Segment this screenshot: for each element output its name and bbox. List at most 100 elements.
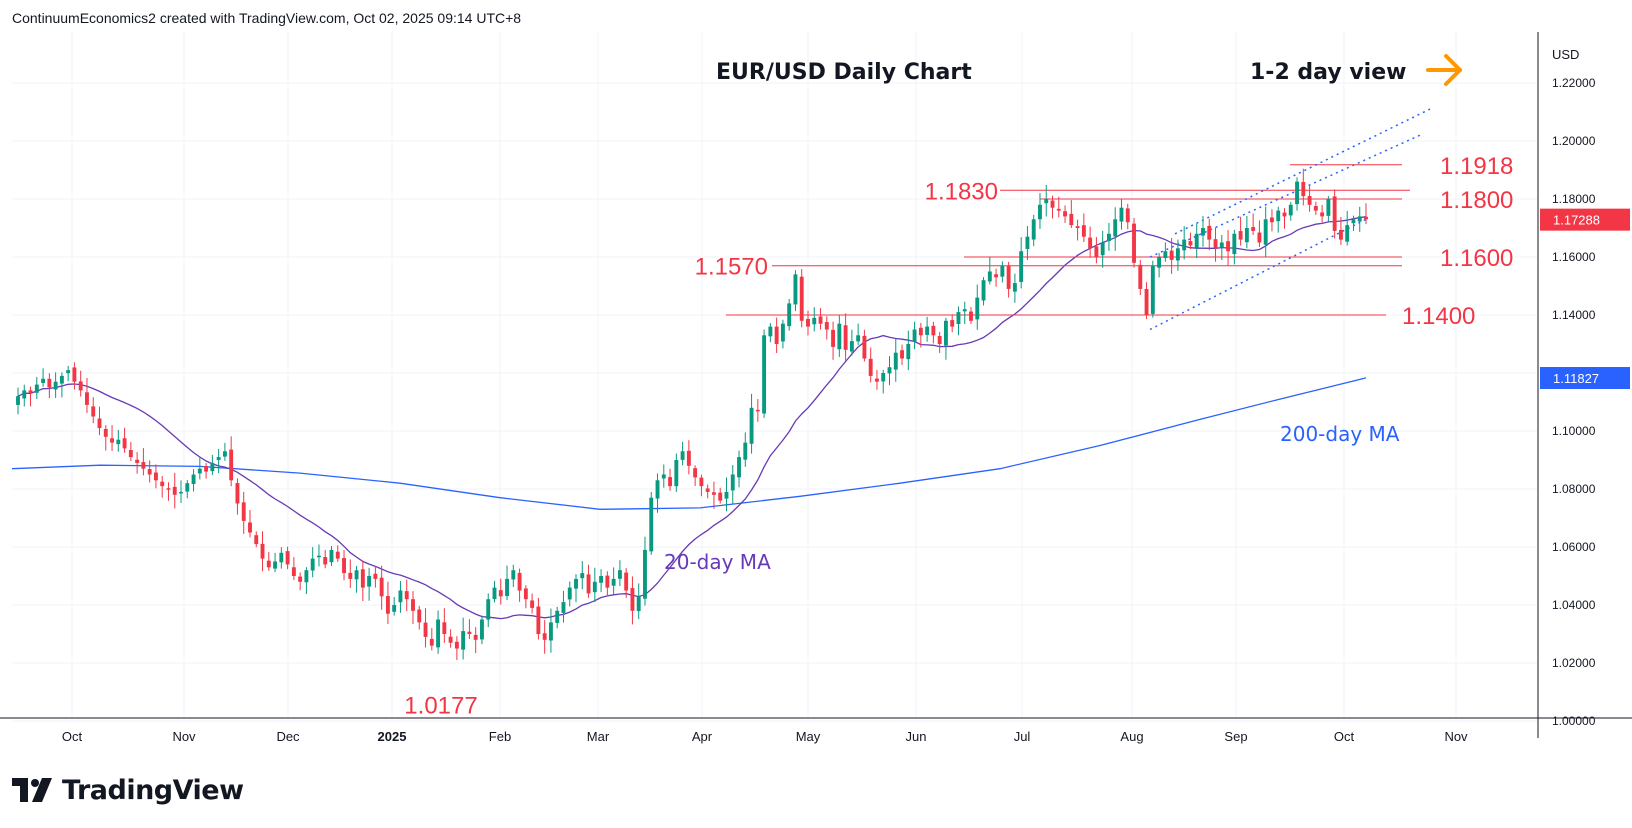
candle-body — [1251, 227, 1256, 231]
candle-body — [248, 522, 252, 533]
candle-body — [812, 317, 817, 325]
candle-body — [1226, 241, 1231, 252]
candle-body — [28, 390, 33, 394]
price-tick-label: 1.22000 — [1552, 76, 1596, 90]
candle-body — [78, 381, 83, 391]
price-tick-label: 1.04000 — [1552, 598, 1596, 612]
time-axis: Oct Nov Dec 2025 Feb Mar Apr May Jun Jul Aug Sep Oct… — [62, 729, 1468, 744]
candle-body — [630, 588, 635, 611]
candle-body — [1188, 241, 1193, 246]
candle-body — [680, 451, 685, 460]
candle-body — [586, 574, 591, 594]
candle-body — [1056, 208, 1061, 211]
candle-body — [906, 344, 911, 360]
candle-body — [1138, 264, 1143, 289]
candle-body — [1201, 228, 1205, 236]
candle-body — [436, 619, 441, 648]
candle-body — [53, 381, 58, 390]
candle-body — [442, 622, 447, 634]
candle-body — [1244, 228, 1249, 243]
tradingview-mark-icon — [12, 778, 52, 802]
candle-body — [273, 561, 278, 569]
candle-body — [956, 312, 961, 324]
candle-body — [116, 439, 121, 445]
candle-body — [16, 396, 20, 405]
candle-body — [661, 474, 666, 479]
candle-body — [317, 555, 321, 558]
candle-body — [511, 570, 516, 580]
candle-body — [1332, 196, 1337, 231]
time-tick-label: Aug — [1120, 729, 1143, 744]
candle-body — [222, 451, 227, 457]
candle-body — [41, 378, 46, 383]
candle-body — [1163, 251, 1168, 258]
candle-body — [97, 418, 102, 429]
price-badge-bg — [1540, 367, 1630, 390]
candle-body — [705, 488, 710, 492]
view-label: 1-2 day view — [1250, 60, 1406, 85]
candle-body — [1050, 200, 1055, 208]
candle-body — [567, 587, 572, 600]
level-annotation: 1.1830 — [925, 178, 998, 205]
candle-body — [122, 438, 127, 449]
candle-body — [22, 390, 27, 399]
candle-body — [147, 469, 152, 475]
candle-body — [411, 599, 415, 611]
candle-body — [216, 457, 221, 461]
candle-body — [787, 303, 792, 327]
candle-body — [1357, 216, 1362, 222]
time-tick-label: Jul — [1014, 729, 1031, 744]
candle-body — [1012, 283, 1017, 292]
candle-body — [943, 320, 948, 346]
level-annotation: 1.1600 — [1440, 245, 1513, 272]
candle-body — [335, 551, 340, 559]
candle-body — [592, 581, 597, 593]
candle-body — [712, 492, 716, 495]
ma200-line — [11, 377, 1367, 510]
candle-body — [574, 578, 578, 589]
candle-body — [1113, 219, 1118, 237]
candle-body — [950, 320, 955, 327]
candle-body — [599, 576, 604, 583]
candle-body — [266, 560, 271, 568]
channel-line — [1174, 108, 1431, 235]
candle-body — [611, 578, 616, 586]
candle-body — [1175, 248, 1180, 261]
level-annotation: 1.1570 — [695, 254, 768, 281]
candlestick-chart[interactable]: 1.220001.200001.180001.160001.140001.120… — [0, 0, 1632, 760]
trend-channel — [1149, 108, 1431, 331]
candle-body — [843, 325, 848, 350]
candle-body — [1213, 239, 1218, 249]
candle-body — [893, 352, 898, 370]
candle-body — [404, 591, 409, 600]
candle-body — [1169, 250, 1174, 260]
ma20-label: 20-day MA — [664, 550, 771, 574]
candle-body — [768, 326, 773, 337]
candle-body — [310, 558, 315, 571]
candle-body — [59, 375, 64, 384]
candle-body — [523, 588, 528, 600]
candle-body — [1006, 265, 1011, 289]
candle-body — [342, 558, 346, 574]
tradingview-logo[interactable]: TradingView — [12, 772, 244, 808]
candle-body — [172, 486, 177, 495]
candle-body — [868, 358, 873, 376]
channel-line — [1149, 218, 1367, 331]
price-badge-text: 1.11827 — [1553, 371, 1599, 386]
candle-body — [693, 468, 698, 478]
candle-body — [204, 466, 209, 472]
candle-body — [962, 309, 967, 312]
candle-body — [1031, 219, 1036, 240]
candle-body — [153, 472, 158, 481]
time-tick-label: Apr — [692, 729, 713, 744]
candle-body — [643, 549, 647, 599]
candle-body — [47, 378, 52, 388]
candle-body — [617, 570, 622, 579]
candle-body — [254, 535, 259, 545]
level-annotation: 1.1400 — [1402, 303, 1475, 330]
candle-body — [555, 610, 560, 623]
time-tick-label: Dec — [276, 729, 300, 744]
candle-body — [91, 406, 96, 417]
candle-body — [285, 551, 290, 565]
price-tick-label: 1.20000 — [1552, 134, 1596, 148]
